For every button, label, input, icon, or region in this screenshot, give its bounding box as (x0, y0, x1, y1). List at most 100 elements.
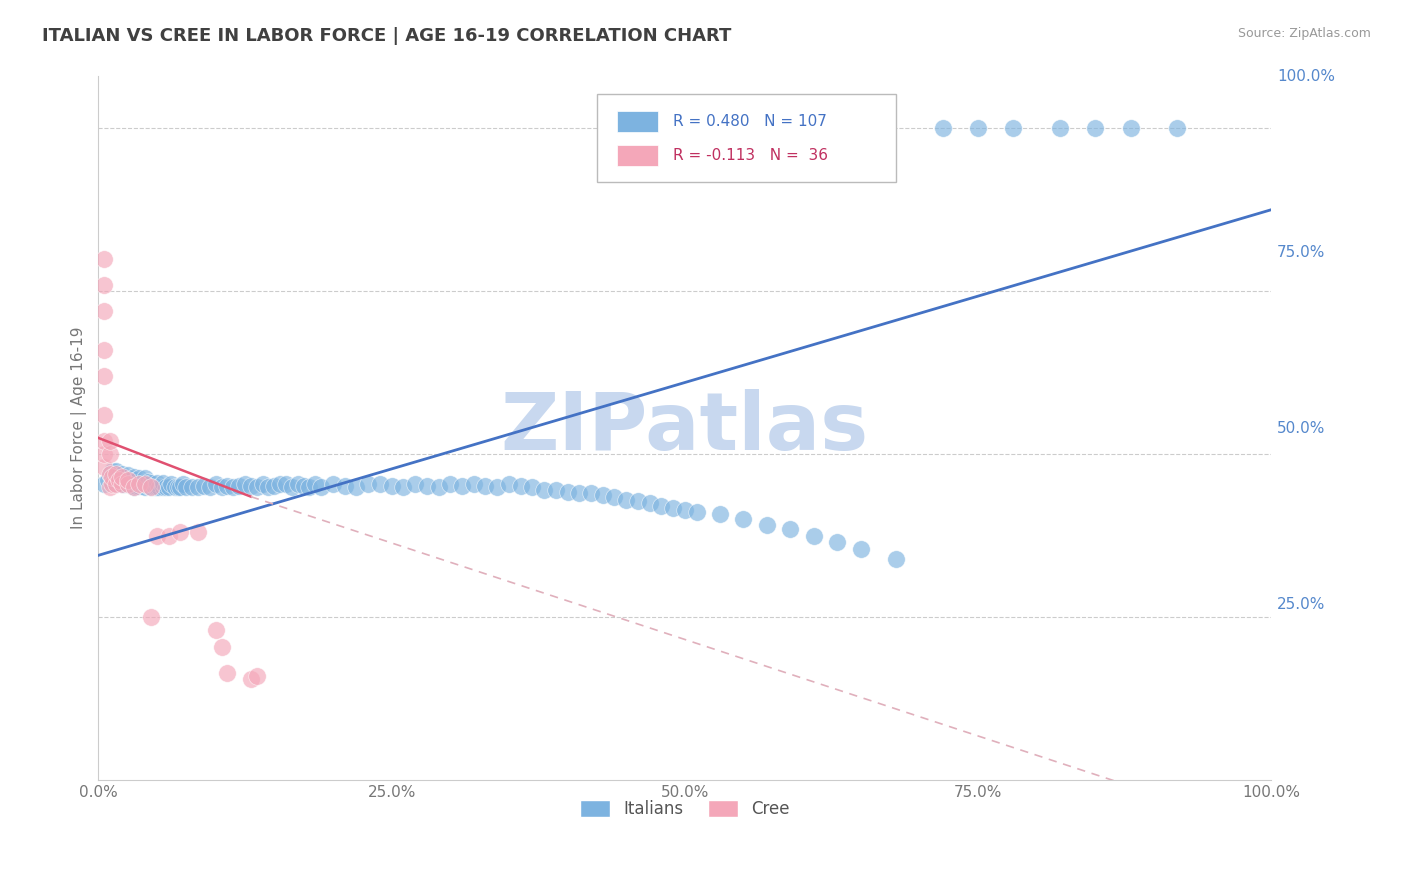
Point (111, 470, 134, 484)
Point (779, 522, 801, 536)
Point (93, 434, 115, 449)
Point (803, 529, 825, 543)
Point (967, 121, 990, 136)
Point (755, 517, 778, 532)
Point (125, 473, 148, 487)
Point (134, 480, 156, 494)
Point (685, 505, 707, 519)
Point (211, 480, 233, 494)
Point (104, 464, 127, 478)
Text: ITALIAN VS CREE IN LABOR FORCE | AGE 16-19 CORRELATION CHART: ITALIAN VS CREE IN LABOR FORCE | AGE 16-… (42, 27, 731, 45)
Text: 25.0%: 25.0% (1277, 597, 1326, 612)
Point (128, 478, 150, 492)
Point (101, 464, 124, 478)
Point (309, 480, 332, 494)
Point (112, 476, 135, 491)
Point (120, 472, 142, 486)
Point (263, 478, 285, 492)
Point (128, 476, 150, 491)
Point (139, 610, 162, 624)
Point (333, 478, 356, 492)
Point (181, 480, 204, 494)
Point (638, 496, 661, 510)
Point (603, 490, 626, 504)
Point (579, 486, 602, 500)
Point (93, 447, 115, 461)
Point (204, 476, 226, 491)
Point (827, 535, 849, 549)
Point (614, 492, 637, 507)
Point (298, 480, 321, 494)
Point (93, 369, 115, 384)
Point (108, 473, 131, 487)
Point (849, 541, 872, 556)
Point (662, 500, 685, 515)
Point (344, 480, 367, 494)
Point (233, 476, 256, 491)
Point (104, 470, 127, 484)
Point (381, 478, 404, 492)
Point (673, 502, 696, 516)
Point (93, 476, 115, 491)
Point (217, 665, 239, 680)
Point (143, 480, 166, 494)
Point (111, 467, 134, 481)
Point (117, 476, 139, 491)
Point (222, 480, 245, 494)
Point (139, 480, 162, 494)
Point (304, 476, 326, 491)
Point (650, 500, 672, 514)
Point (274, 476, 297, 491)
Point (463, 476, 485, 491)
Point (239, 672, 262, 686)
Point (932, 121, 955, 136)
Point (111, 476, 134, 491)
Point (246, 480, 269, 494)
Point (193, 478, 215, 492)
Point (439, 476, 461, 491)
Point (169, 480, 191, 494)
FancyBboxPatch shape (617, 145, 658, 166)
Point (1049, 121, 1071, 136)
Point (239, 478, 262, 492)
Point (176, 480, 198, 494)
Point (134, 471, 156, 485)
Point (101, 470, 124, 484)
Text: 100.0%: 100.0% (1277, 69, 1336, 84)
Point (187, 525, 209, 540)
Point (217, 478, 239, 492)
Point (93, 277, 115, 292)
Point (93, 460, 115, 475)
Point (211, 640, 233, 654)
Point (1002, 121, 1025, 136)
Point (1119, 121, 1142, 136)
Point (163, 480, 186, 494)
Point (146, 529, 169, 543)
Point (228, 478, 250, 492)
Point (93, 252, 115, 266)
Point (187, 480, 209, 494)
Point (97, 473, 120, 487)
Point (884, 551, 907, 566)
Point (592, 488, 614, 502)
Point (117, 473, 139, 487)
Point (111, 476, 134, 491)
Point (134, 476, 156, 491)
Point (498, 476, 520, 491)
Legend: Italians, Cree: Italians, Cree (574, 793, 797, 825)
Point (117, 468, 139, 483)
Point (128, 471, 150, 485)
Point (148, 480, 170, 494)
Point (98, 480, 121, 494)
Point (136, 475, 159, 489)
Point (93, 408, 115, 422)
Point (117, 472, 139, 486)
Point (128, 475, 150, 489)
Point (357, 476, 380, 491)
Point (474, 478, 496, 492)
Point (98, 467, 121, 481)
Point (533, 483, 555, 497)
Text: 50.0%: 50.0% (1277, 421, 1326, 435)
Point (101, 476, 124, 491)
Point (404, 476, 426, 491)
